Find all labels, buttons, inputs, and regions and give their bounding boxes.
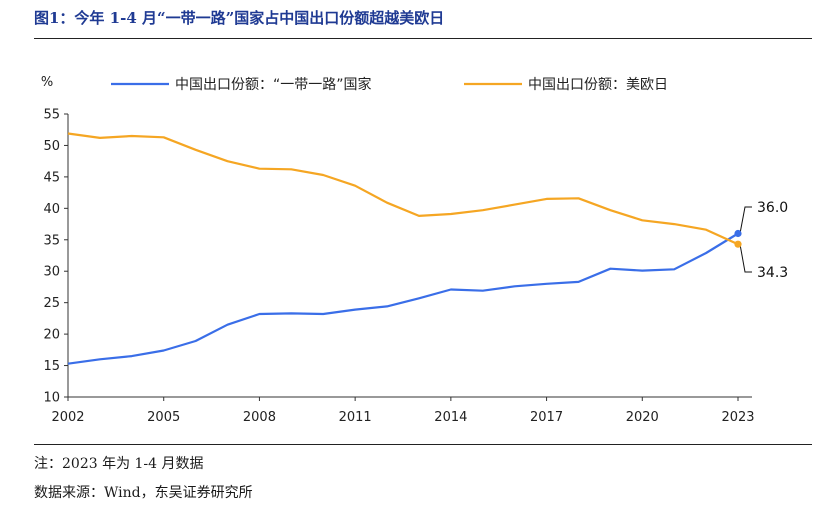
series-lines: [67, 132, 739, 365]
x-tick-label: 2008: [243, 410, 276, 425]
x-tick-label: 2011: [339, 410, 372, 425]
y-tick-label: 55: [43, 108, 60, 123]
annotation-leader: [739, 206, 752, 234]
title-divider: [34, 38, 812, 39]
annotation-label: 36.0: [757, 200, 788, 216]
x-tick-label: 2014: [434, 410, 467, 425]
end-point-marker: [734, 240, 742, 248]
y-tick-labels: 10 15 20 25 30 35 40 45 50 55: [43, 108, 60, 406]
x-tick-label: 2023: [721, 410, 754, 425]
series-line-2: [67, 132, 739, 246]
x-tick-label: 2005: [147, 410, 180, 425]
y-tick-label: 10: [43, 391, 60, 406]
chart-note: 注：2023 年为 1-4 月数据: [34, 456, 204, 472]
legend-label: 中国出口份额：“一带一路”国家: [175, 76, 372, 93]
y-tick-label: 50: [43, 139, 60, 154]
annotation-markers: 36.0 34.3: [734, 200, 788, 281]
x-tick-label: 2002: [51, 410, 84, 425]
y-tick-label: 30: [43, 265, 60, 280]
y-axis-unit: %: [41, 75, 53, 90]
annotation-leader: [739, 244, 752, 273]
x-tick-label: 2020: [626, 410, 659, 425]
y-tick-label: 45: [43, 170, 60, 185]
annotation-label: 34.3: [757, 265, 788, 281]
y-tick-label: 15: [43, 359, 60, 374]
end-point-marker: [734, 229, 742, 238]
x-tick-labels: 2002 2005 2008 2011 2014 2017 2020 2023: [51, 410, 754, 425]
line-chart: 10 15 20 25 30 35 40 45 50 55 2002 2005 2008 2011 201…: [41, 75, 788, 425]
y-tick-label: 25: [43, 296, 60, 311]
legend-label: 中国出口份额：美欧日: [528, 77, 668, 93]
data-source: 数据来源：Wind，东吴证券研究所: [34, 485, 253, 501]
y-tick-label: 40: [43, 202, 60, 217]
series-line-1: [67, 232, 739, 365]
y-tick-label: 20: [43, 328, 60, 343]
x-tick-label: 2017: [530, 410, 563, 425]
y-tick-label: 35: [43, 233, 60, 248]
figure-title: 图1：今年 1-4 月“一带一路”国家占中国出口份额超越美欧日: [34, 9, 445, 27]
axes: [64, 113, 752, 401]
legend: 中国出口份额：“一带一路”国家 中国出口份额：美欧日: [111, 76, 668, 93]
footer-divider: [34, 444, 812, 445]
